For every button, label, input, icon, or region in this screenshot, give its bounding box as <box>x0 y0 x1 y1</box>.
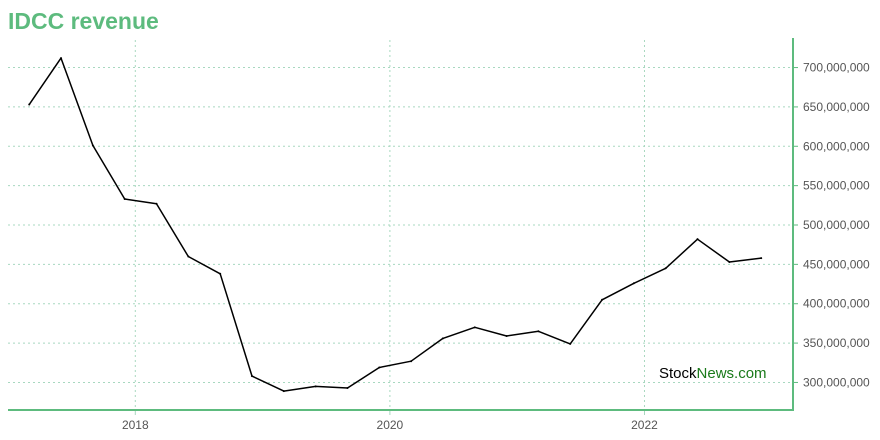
watermark-part2: News.com <box>697 365 767 382</box>
data-point <box>569 343 571 345</box>
x-tick-label: 2020 <box>377 418 404 432</box>
watermark-logo: StockNews.com <box>659 365 767 383</box>
data-point <box>601 299 603 301</box>
data-point <box>474 326 476 328</box>
data-point <box>537 330 539 332</box>
data-point <box>728 261 730 263</box>
data-point <box>697 238 699 240</box>
data-point <box>665 267 667 269</box>
horizontal-gridlines <box>8 68 793 383</box>
data-point <box>156 203 158 205</box>
data-point <box>219 273 221 275</box>
x-tick-label: 2018 <box>122 418 149 432</box>
watermark-part1: Stock <box>659 365 697 382</box>
y-tick-labels: 300,000,000 350,000,000 400,000,000 450,000… <box>803 61 870 390</box>
y-tick-label: 400,000,000 <box>803 297 870 311</box>
data-point <box>506 335 508 337</box>
data-point <box>124 198 126 200</box>
data-point <box>442 337 444 339</box>
data-point <box>378 366 380 368</box>
data-point <box>315 385 317 387</box>
data-point <box>346 387 348 389</box>
y-tick-label: 300,000,000 <box>803 375 870 389</box>
data-point <box>760 257 762 259</box>
y-tick-label: 700,000,000 <box>803 61 870 75</box>
data-point <box>283 390 285 392</box>
axes <box>8 38 798 415</box>
data-point <box>410 360 412 362</box>
y-tick-label: 350,000,000 <box>803 336 870 350</box>
y-tick-label: 600,000,000 <box>803 139 870 153</box>
data-point <box>92 144 94 146</box>
x-tick-labels: 2018 2020 2022 <box>122 418 658 432</box>
data-point <box>187 255 189 257</box>
y-tick-label: 550,000,000 <box>803 179 870 193</box>
data-point <box>60 57 62 59</box>
x-tick-label: 2022 <box>631 418 658 432</box>
data-point <box>633 282 635 284</box>
y-tick-label: 650,000,000 <box>803 100 870 114</box>
y-tick-label: 500,000,000 <box>803 218 870 232</box>
data-point <box>251 375 253 377</box>
y-tick-label: 450,000,000 <box>803 257 870 271</box>
data-point <box>28 104 30 106</box>
